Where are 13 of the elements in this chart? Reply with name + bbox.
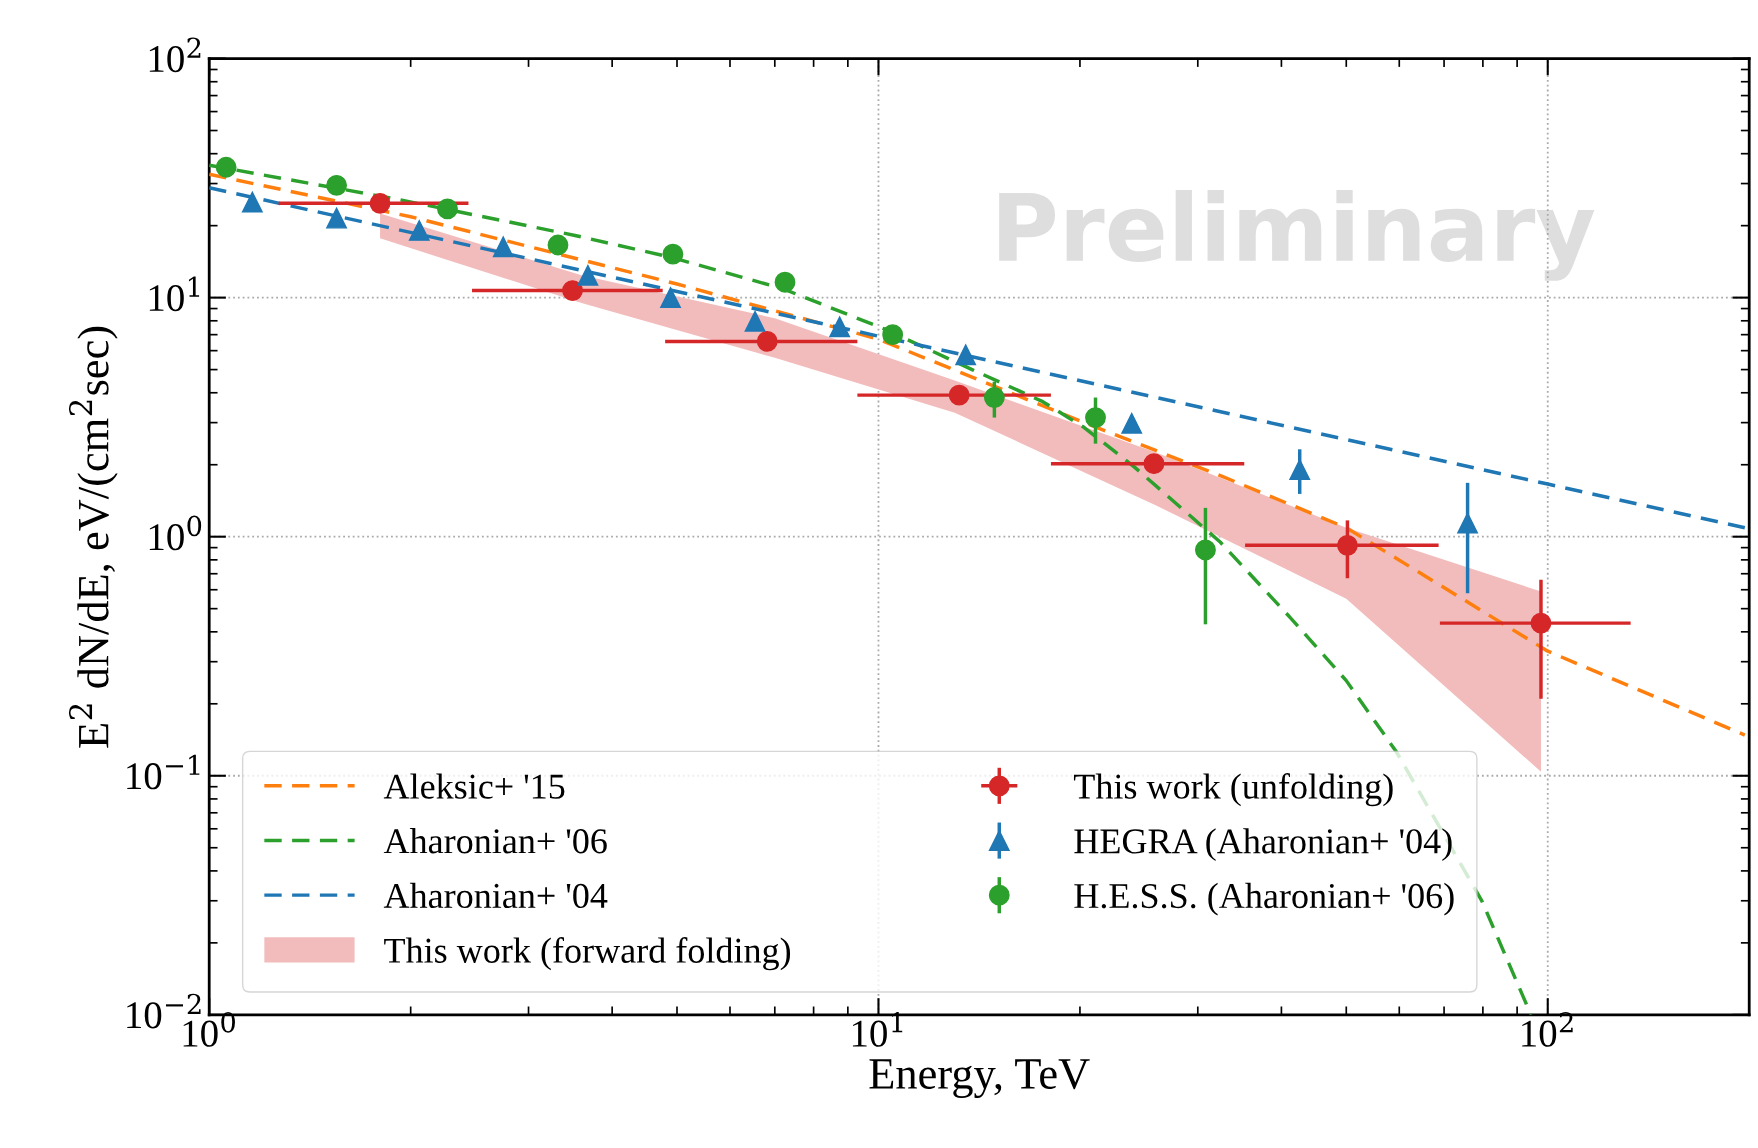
legend-label: Aharonian+ '04 — [383, 882, 608, 909]
legend-label: HEGRA (Aharonian+ '04) — [1074, 828, 1452, 861]
legend-label: Aharonian+ '06 — [383, 828, 607, 854]
y-axis-title: E$^{2}$ dN/dE, eV/(cm$^{2}$sec) — [68, 326, 118, 748]
y-tick-label: 10$^{0}$ — [149, 515, 202, 551]
legend-label: H.E.S.S. (Aharonian+ '06) — [1074, 882, 1454, 916]
y-tick-label: 10$^{2}$ — [149, 37, 201, 73]
legend-label: This work (forward folding) — [384, 937, 791, 971]
y-tick-label: 10$^{−1}$ — [127, 754, 200, 790]
legend-label: Aleksic+ '15 — [383, 773, 565, 799]
legend-label: This work (unfolding) — [1073, 773, 1393, 807]
x-axis-title: Energy, TeV — [869, 1059, 1090, 1099]
y-tick-label: 10$^{1}$ — [149, 276, 200, 312]
